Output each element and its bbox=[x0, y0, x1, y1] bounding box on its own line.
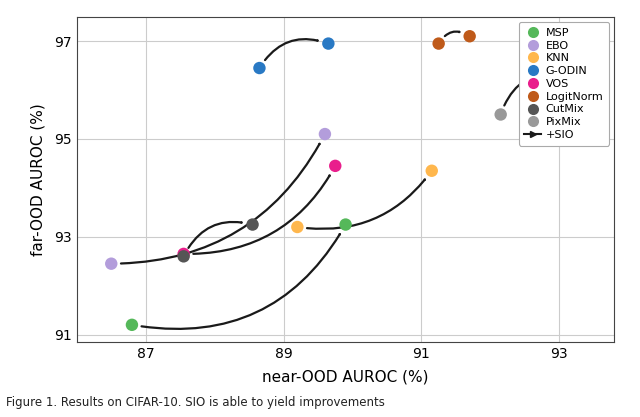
FancyArrowPatch shape bbox=[188, 222, 241, 248]
Point bbox=[320, 131, 330, 138]
X-axis label: near-OOD AUROC (%): near-OOD AUROC (%) bbox=[262, 369, 429, 384]
Point bbox=[465, 33, 475, 40]
FancyArrowPatch shape bbox=[265, 39, 317, 60]
Point bbox=[427, 167, 437, 174]
Point bbox=[292, 224, 303, 230]
Point bbox=[179, 251, 189, 257]
Point bbox=[106, 260, 116, 267]
FancyArrowPatch shape bbox=[141, 234, 340, 329]
FancyArrowPatch shape bbox=[307, 180, 425, 229]
Point bbox=[127, 322, 137, 328]
Text: Figure 1. Results on CIFAR-10. SIO is able to yield improvements: Figure 1. Results on CIFAR-10. SIO is ab… bbox=[6, 396, 385, 409]
Point bbox=[323, 40, 333, 47]
Point bbox=[561, 70, 572, 76]
Point bbox=[179, 253, 189, 260]
FancyArrowPatch shape bbox=[121, 144, 319, 264]
Legend: MSP, EBO, KNN, G-ODIN, VOS, LogitNorm, CutMix, PixMix, +SIO: MSP, EBO, KNN, G-ODIN, VOS, LogitNorm, C… bbox=[519, 22, 609, 146]
FancyArrowPatch shape bbox=[193, 176, 330, 254]
FancyArrowPatch shape bbox=[504, 72, 555, 106]
Point bbox=[340, 221, 351, 228]
Y-axis label: far-OOD AUROC (%): far-OOD AUROC (%) bbox=[31, 103, 46, 256]
Point bbox=[248, 221, 258, 228]
Point bbox=[495, 111, 506, 118]
Point bbox=[254, 65, 264, 71]
Point bbox=[433, 40, 444, 47]
Point bbox=[330, 163, 340, 169]
FancyArrowPatch shape bbox=[445, 32, 460, 36]
